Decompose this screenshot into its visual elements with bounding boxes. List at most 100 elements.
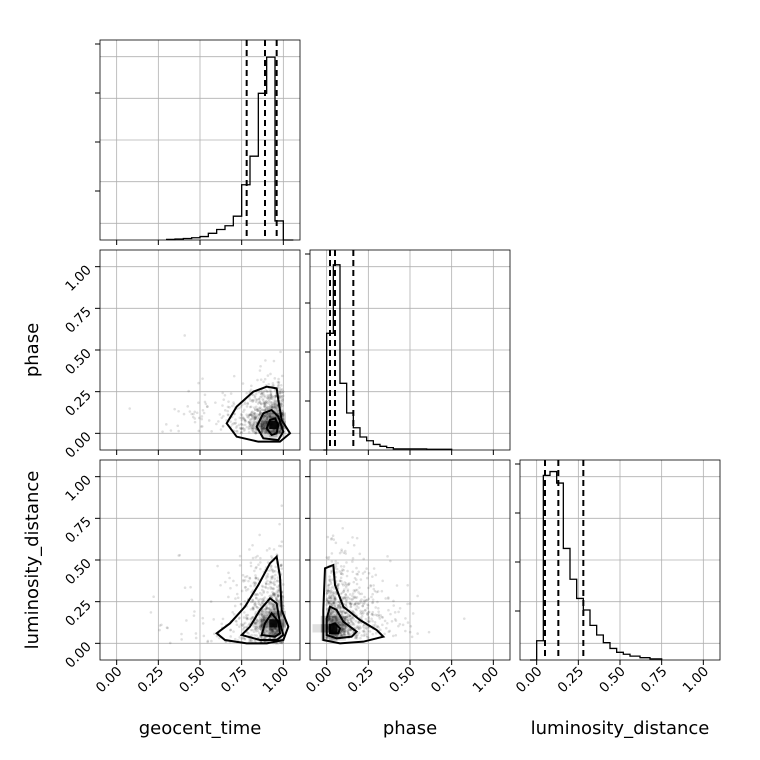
sample-point bbox=[262, 427, 266, 431]
sample-point bbox=[252, 416, 256, 419]
sample-point bbox=[334, 602, 338, 605]
sample-point bbox=[351, 630, 355, 634]
sample-point bbox=[270, 397, 273, 400]
sample-point bbox=[277, 599, 280, 603]
sample-point bbox=[263, 428, 266, 432]
sample-point bbox=[335, 633, 339, 637]
sample-point bbox=[272, 604, 276, 607]
sample-point bbox=[281, 619, 285, 622]
sample-point bbox=[248, 577, 252, 580]
sample-point bbox=[220, 622, 224, 626]
sample-point bbox=[242, 427, 245, 430]
sample-point bbox=[334, 592, 338, 596]
sample-point bbox=[334, 617, 338, 621]
sample-point bbox=[339, 633, 343, 636]
sample-point bbox=[262, 425, 265, 429]
sample-point bbox=[332, 615, 336, 619]
sample-point bbox=[268, 627, 271, 631]
sample-point bbox=[263, 419, 266, 423]
sample-point bbox=[243, 611, 246, 614]
sample-point bbox=[271, 630, 275, 634]
sample-point bbox=[331, 585, 334, 588]
sample-point bbox=[350, 617, 353, 620]
sample-point bbox=[325, 636, 329, 639]
sample-point bbox=[256, 627, 259, 631]
sample-point bbox=[347, 614, 350, 617]
sample-point bbox=[338, 605, 341, 609]
density-cell bbox=[337, 632, 346, 641]
sample-point bbox=[243, 637, 247, 641]
sample-point bbox=[330, 590, 334, 593]
sample-point bbox=[214, 401, 217, 404]
sample-point bbox=[267, 631, 271, 635]
sample-point bbox=[276, 594, 280, 598]
sample-point bbox=[347, 583, 351, 587]
sample-point bbox=[351, 557, 355, 560]
sample-point bbox=[351, 570, 355, 574]
sample-point bbox=[235, 424, 239, 428]
sample-point bbox=[342, 629, 346, 633]
sample-point bbox=[257, 413, 261, 417]
sample-point bbox=[247, 430, 251, 434]
sample-point bbox=[353, 595, 356, 599]
sample-point bbox=[340, 610, 344, 614]
sample-point bbox=[345, 629, 348, 633]
sample-point bbox=[252, 616, 255, 619]
x-tick-label: 0.50 bbox=[596, 664, 629, 697]
histogram-geocent_time bbox=[166, 56, 294, 241]
sample-point bbox=[279, 615, 283, 618]
sample-point bbox=[271, 576, 274, 580]
sample-point bbox=[200, 425, 204, 428]
sample-point bbox=[270, 629, 274, 632]
sample-point bbox=[276, 576, 280, 579]
sample-point bbox=[259, 422, 263, 426]
sample-point bbox=[264, 421, 267, 424]
sample-point bbox=[268, 627, 271, 631]
density-cell bbox=[260, 610, 270, 620]
sample-point bbox=[266, 394, 269, 397]
sample-point bbox=[337, 621, 340, 625]
sample-point bbox=[416, 632, 419, 635]
sample-point bbox=[359, 626, 362, 630]
sample-point bbox=[261, 423, 264, 427]
sample-point bbox=[272, 402, 275, 405]
sample-point bbox=[345, 627, 349, 630]
sample-point bbox=[240, 413, 244, 417]
sample-point bbox=[268, 399, 271, 402]
sample-point bbox=[374, 606, 378, 609]
sample-point bbox=[325, 599, 329, 602]
sample-point bbox=[260, 419, 263, 423]
sample-point bbox=[346, 618, 349, 622]
sample-point bbox=[257, 397, 261, 401]
sample-point bbox=[365, 626, 368, 630]
sample-point bbox=[330, 569, 333, 573]
sample-point bbox=[193, 420, 197, 424]
sample-point bbox=[332, 601, 336, 605]
sample-point bbox=[281, 410, 285, 414]
sample-point bbox=[231, 423, 234, 426]
sample-point bbox=[201, 409, 205, 412]
sample-point bbox=[334, 565, 338, 568]
sample-point bbox=[273, 595, 277, 598]
sample-point bbox=[340, 628, 344, 632]
sample-point bbox=[338, 605, 342, 608]
sample-point bbox=[255, 407, 259, 411]
sample-point bbox=[247, 416, 250, 419]
sample-point bbox=[254, 576, 258, 580]
sample-point bbox=[271, 627, 275, 631]
sample-point bbox=[267, 582, 271, 586]
sample-point bbox=[251, 430, 255, 433]
sample-point bbox=[269, 415, 272, 419]
density-cell bbox=[320, 624, 330, 633]
sample-point bbox=[351, 560, 354, 563]
sample-point bbox=[264, 403, 267, 407]
sample-point bbox=[266, 413, 270, 416]
sample-point bbox=[345, 615, 348, 619]
sample-point bbox=[173, 407, 176, 411]
sample-point bbox=[270, 401, 273, 404]
sample-point bbox=[274, 399, 277, 403]
sample-point bbox=[252, 415, 256, 419]
sample-point bbox=[250, 428, 254, 432]
sample-point bbox=[258, 400, 262, 403]
sample-point bbox=[241, 427, 245, 430]
